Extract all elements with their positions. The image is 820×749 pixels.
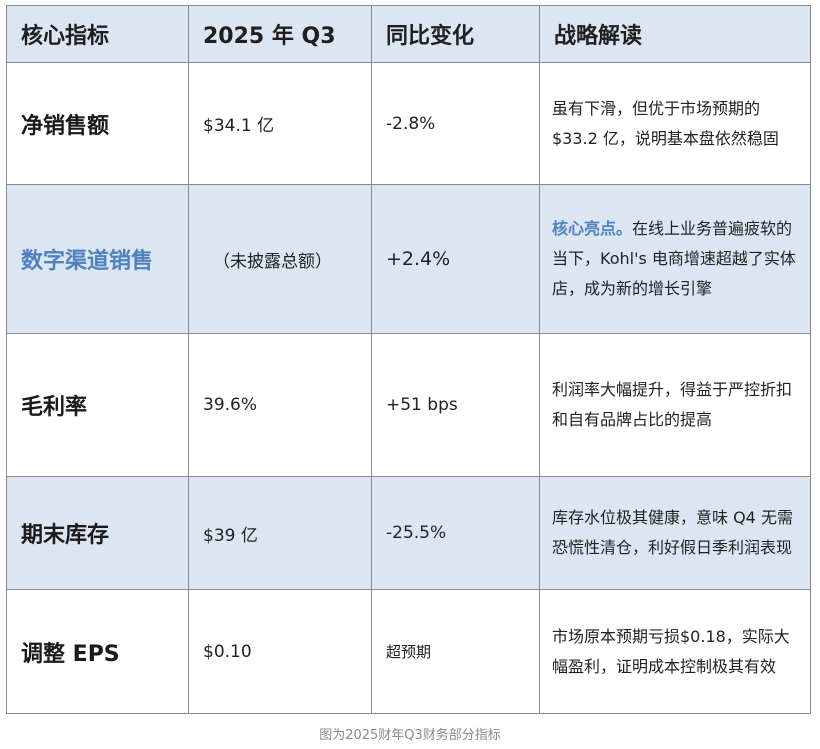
metric-change: 超预期 [371, 589, 540, 714]
metric-value: 39.6% [188, 333, 372, 477]
metric-name: 期末库存 [6, 476, 189, 590]
metric-interpretation: 库存水位极其健康，意味 Q4 无需恐慌性清仓，利好假日季利润表现 [539, 476, 811, 590]
financial-table-container: 核心指标 2025 年 Q3 同比变化 战略解读 净销售额 $34.1 亿 -2… [6, 5, 811, 714]
metric-value: $34.1 亿 [188, 62, 372, 185]
table-row: 调整 EPS $0.10 超预期 市场原本预期亏损$0.18，实际大幅盈利，证明… [6, 589, 811, 714]
metric-name: 毛利率 [6, 333, 189, 477]
interpretation-text: 在线上业务普遍疲软的当下，Kohl's 电商增速超越了实体店，成为新的增长引擎 [552, 219, 796, 298]
metric-value: $0.10 [188, 589, 372, 714]
metric-value: $39 亿 [188, 476, 372, 590]
metric-interpretation: 核心亮点。在线上业务普遍疲软的当下，Kohl's 电商增速超越了实体店，成为新的… [539, 184, 811, 334]
table-row: 数字渠道销售 （未披露总额） +2.4% 核心亮点。在线上业务普遍疲软的当下，K… [6, 184, 811, 334]
metric-interpretation: 市场原本预期亏损$0.18，实际大幅盈利，证明成本控制极其有效 [539, 589, 811, 714]
table-row: 毛利率 39.6% +51 bps 利润率大幅提升，得益于严控折扣和自有品牌占比… [6, 333, 811, 477]
metric-name: 数字渠道销售 [6, 184, 189, 334]
metric-change: +2.4% [371, 184, 540, 334]
header-value: 2025 年 Q3 [188, 5, 372, 63]
header-interpretation: 战略解读 [539, 5, 811, 63]
metric-change: +51 bps [371, 333, 540, 477]
metric-change: -2.8% [371, 62, 540, 185]
metric-change: -25.5% [371, 476, 540, 590]
highlight-label: 核心亮点。 [552, 219, 633, 238]
header-metric: 核心指标 [6, 5, 189, 63]
metric-value: （未披露总额） [188, 184, 372, 334]
figure-caption: 图为2025财年Q3财务部分指标 [319, 728, 501, 743]
table-row: 净销售额 $34.1 亿 -2.8% 虽有下滑，但优于市场预期的$33.2 亿，… [6, 62, 811, 185]
financial-metrics-table: 核心指标 2025 年 Q3 同比变化 战略解读 净销售额 $34.1 亿 -2… [6, 5, 811, 714]
metric-name: 调整 EPS [6, 589, 189, 714]
metric-interpretation: 利润率大幅提升，得益于严控折扣和自有品牌占比的提高 [539, 333, 811, 477]
table-row: 期末库存 $39 亿 -25.5% 库存水位极其健康，意味 Q4 无需恐慌性清仓… [6, 476, 811, 590]
metric-interpretation: 虽有下滑，但优于市场预期的$33.2 亿，说明基本盘依然稳固 [539, 62, 811, 185]
table-header-row: 核心指标 2025 年 Q3 同比变化 战略解读 [6, 5, 811, 63]
metric-name: 净销售额 [6, 62, 189, 185]
header-change: 同比变化 [371, 5, 540, 63]
